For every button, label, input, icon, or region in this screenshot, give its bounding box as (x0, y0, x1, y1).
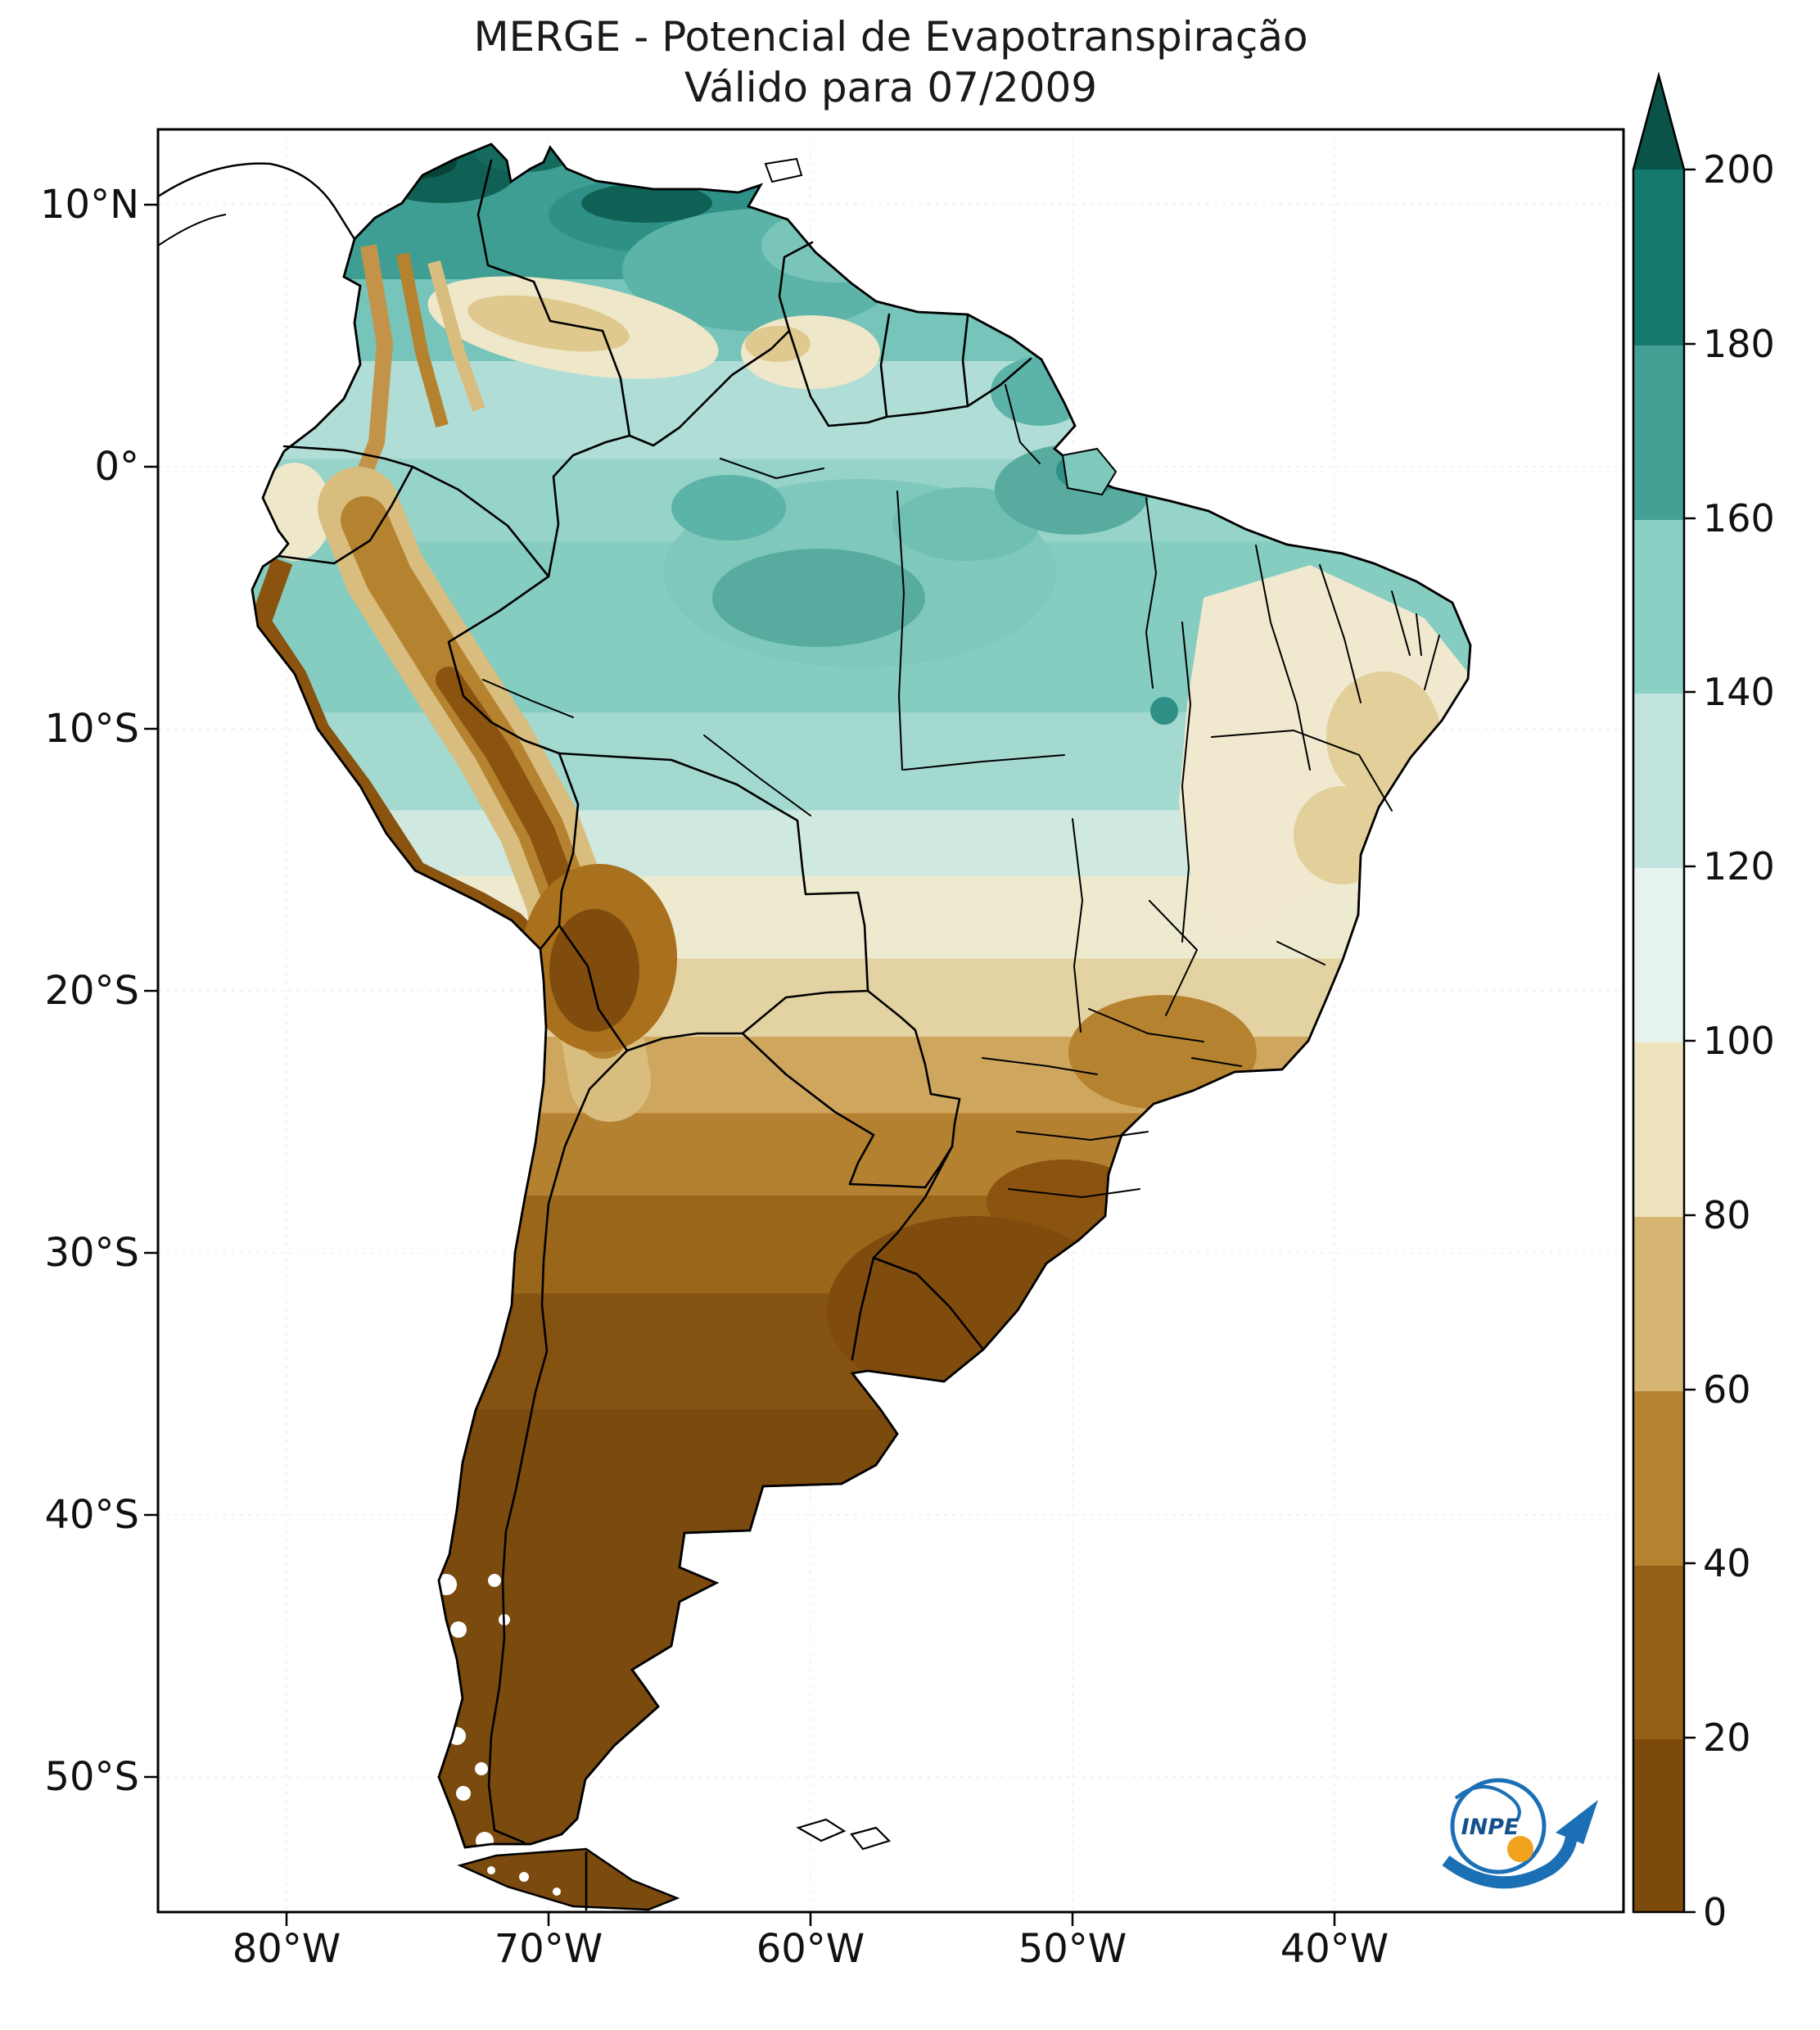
colorbar-tick-label: 20 (1703, 1716, 1751, 1760)
x-tick-label: 80°W (232, 1926, 341, 1972)
y-tick-label: 0° (94, 444, 139, 490)
state-borders (482, 384, 1440, 1198)
colorbar-segment (1633, 1215, 1684, 1391)
figure-title-line-1: MERGE - Potencial de Evapotranspiração (473, 13, 1308, 61)
inpe-logo (1442, 1778, 1598, 1889)
colorbar-tick-label: 120 (1703, 844, 1775, 888)
colorbar-segment (1633, 170, 1684, 346)
country-borders (277, 159, 1032, 1911)
colorbar-tick-label: 200 (1703, 147, 1775, 192)
y-tick-label: 50°S (44, 1754, 139, 1800)
colorbar-segment (1633, 1390, 1684, 1566)
colorbar-segment (1633, 344, 1684, 520)
inpe-logo-orbit-arrow (1442, 1825, 1578, 1889)
colorbar-tick-label: 0 (1703, 1890, 1727, 1934)
y-tick-label: 10°S (44, 706, 139, 752)
x-tick-label: 50°W (1018, 1926, 1127, 1972)
colorbar-outline (1632, 71, 1686, 1914)
colorbar-tick-label: 60 (1703, 1368, 1751, 1412)
colorbar-segment (1633, 692, 1684, 868)
tierra-del-fuego (457, 1847, 680, 1911)
y-tick-label: 40°S (44, 1492, 139, 1538)
colorbar-ticks (1684, 168, 1696, 1914)
colorbar-segment (1633, 1738, 1684, 1912)
colorbar-tick-label: 100 (1703, 1019, 1775, 1063)
colorbar-extend-arrow (1633, 75, 1684, 170)
y-tick-label: 30°S (44, 1230, 139, 1276)
colorbar-segment (1633, 1563, 1684, 1739)
x-tick-label: 60°W (756, 1926, 865, 1972)
colorbar-tick-label: 80 (1703, 1193, 1751, 1237)
colorbar-tick-label: 140 (1703, 670, 1775, 714)
axis-ticks (144, 203, 1336, 1926)
marajo-island (1061, 447, 1118, 496)
inpe-logo-globe (1450, 1778, 1547, 1874)
colorbar (1632, 71, 1696, 1914)
colorbar-segment (1633, 518, 1684, 694)
inpe-logo-text: INPE (1461, 1815, 1520, 1840)
colorbar-segment (1633, 866, 1684, 1042)
inpe-logo-orange-dot (1507, 1836, 1533, 1862)
falkland-islands (796, 1818, 892, 1851)
colorbar-segment (1633, 1041, 1684, 1217)
panama-coastline (157, 162, 356, 246)
y-tick-label: 20°S (44, 968, 139, 1014)
colorbar-tick-label: 160 (1703, 496, 1775, 540)
colorbar-tick-label: 40 (1703, 1541, 1751, 1585)
et-field-overlays (252, 144, 1470, 1847)
colorbar-tick-label: 180 (1703, 322, 1775, 366)
map-frame (156, 128, 1625, 1914)
y-tick-label: 10°N (40, 182, 139, 228)
trinidad-island (764, 157, 803, 183)
x-tick-label: 70°W (494, 1926, 603, 1972)
figure-title-line-2: Válido para 07/2009 (684, 64, 1098, 111)
x-tick-label: 40°W (1280, 1926, 1389, 1972)
